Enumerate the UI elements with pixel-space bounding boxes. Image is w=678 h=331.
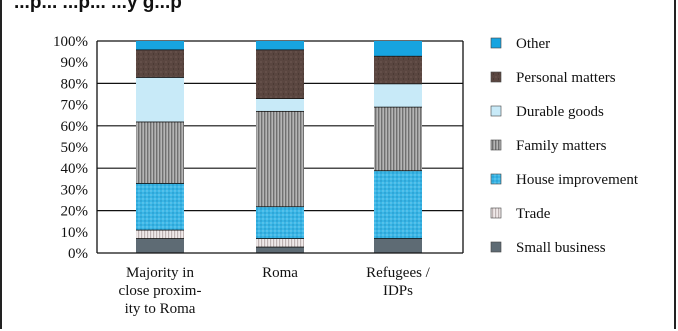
bar-segment-family-matters [374, 106, 422, 171]
bar-segment-durable-goods [136, 77, 184, 122]
bar-segment-small-business [374, 238, 422, 253]
legend-label: Other [516, 36, 550, 52]
legend-label: Durable goods [516, 104, 604, 120]
bar-segment-trade [256, 238, 304, 247]
bar-segment-trade [136, 229, 184, 239]
y-axis-ticks: 0% 10% 20% 30% 40% 50% 60% 70% 80% 90% 100% [53, 34, 88, 262]
y-tick-label: 90% [61, 55, 89, 71]
legend-label: Small business [516, 240, 606, 256]
bar-segment-small-business [136, 238, 184, 253]
legend-swatch [490, 37, 502, 49]
x-category-label: close proxim- [119, 283, 202, 299]
legend-swatch [490, 173, 502, 185]
y-tick-label: 10% [61, 225, 89, 241]
bar-segment-small-business [256, 246, 304, 253]
bar-segment-other [374, 41, 422, 56]
bar-segment-house-improvement [256, 206, 304, 239]
legend: Other Personal matters Durable goods Family… [490, 36, 639, 256]
x-axis-categories: Majority in close proxim-ity to Roma Roma R… [119, 265, 431, 317]
chart-title: ...p... ...p... ...y g...p [14, 0, 182, 13]
bar-segment-family-matters [136, 121, 184, 184]
bar-segment-house-improvement [136, 183, 184, 230]
bar-segment-other [136, 41, 184, 50]
legend-label: House improvement [516, 172, 639, 188]
x-category-label: Refugees / [366, 265, 431, 281]
y-tick-label: 20% [61, 204, 89, 220]
legend-swatch [490, 241, 502, 253]
bar-segment-personal-matters [374, 55, 422, 84]
legend-label: Personal matters [516, 70, 616, 86]
y-tick-label: 40% [61, 161, 89, 177]
legend-swatch [490, 71, 502, 83]
legend-label: Trade [516, 206, 551, 222]
bar-segment-durable-goods [256, 98, 304, 111]
y-tick-label: 80% [61, 76, 89, 92]
legend-swatch [490, 105, 502, 117]
x-category-label: ity to Roma [125, 301, 196, 317]
y-tick-label: 30% [61, 182, 89, 198]
legend-swatch [490, 207, 502, 219]
legend-label: Family matters [516, 138, 607, 154]
bar-segment-personal-matters [256, 49, 304, 99]
y-tick-label: 50% [61, 140, 89, 156]
bar-segment-durable-goods [374, 83, 422, 107]
x-category-label: Roma [262, 265, 298, 281]
bars [136, 41, 422, 253]
y-tick-label: 0% [68, 246, 88, 262]
x-category-label: Majority in [126, 265, 194, 281]
y-tick-label: 70% [61, 98, 89, 114]
legend-swatch [490, 139, 502, 151]
bar-segment-personal-matters [136, 49, 184, 78]
bar-segment-house-improvement [374, 170, 422, 239]
axes [96, 41, 464, 254]
y-tick-label: 60% [61, 119, 89, 135]
y-tick-label: 100% [53, 34, 88, 50]
bar-segment-other [256, 41, 304, 50]
bar-segment-family-matters [256, 110, 304, 207]
x-category-label: IDPs [383, 283, 413, 299]
